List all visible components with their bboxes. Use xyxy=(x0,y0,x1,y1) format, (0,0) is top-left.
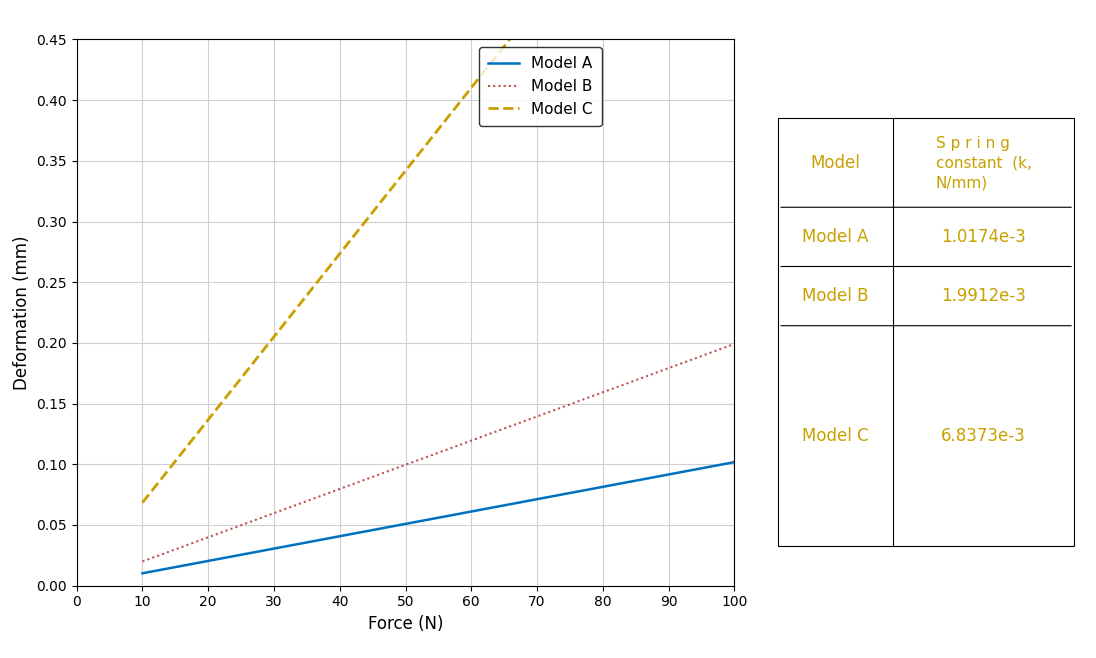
Model A xyxy=(267,545,281,553)
X-axis label: Force (N): Force (N) xyxy=(368,615,443,633)
Model C xyxy=(267,333,281,341)
Model A xyxy=(399,520,412,528)
Line: Model C: Model C xyxy=(142,0,734,503)
Model B xyxy=(662,364,675,372)
Model A xyxy=(662,470,675,478)
Text: Model B: Model B xyxy=(802,287,869,305)
Model B xyxy=(530,413,544,420)
Model A xyxy=(202,557,215,565)
Model B xyxy=(267,509,281,517)
Text: S p r i n g
constant  (k,
N/mm): S p r i n g constant (k, N/mm) xyxy=(936,136,1031,190)
Model A xyxy=(136,569,149,577)
Model B xyxy=(465,437,478,445)
Model B xyxy=(596,388,609,396)
Model B xyxy=(728,340,741,348)
Model B xyxy=(333,485,346,493)
Text: 1.0174e-3: 1.0174e-3 xyxy=(941,228,1026,246)
Model A xyxy=(596,483,609,491)
Text: 1.9912e-3: 1.9912e-3 xyxy=(941,287,1026,305)
Y-axis label: Deformation (mm): Deformation (mm) xyxy=(13,236,31,390)
Line: Model B: Model B xyxy=(142,344,734,561)
Model A xyxy=(333,532,346,540)
Legend: Model A, Model B, Model C: Model A, Model B, Model C xyxy=(479,47,602,126)
Line: Model A: Model A xyxy=(142,462,734,573)
Model A xyxy=(728,458,741,466)
Model C xyxy=(136,499,149,507)
Text: 6.8373e-3: 6.8373e-3 xyxy=(941,427,1026,445)
Text: Model: Model xyxy=(811,154,860,172)
Model C xyxy=(465,84,478,91)
Model C xyxy=(530,1,544,9)
Model B xyxy=(399,461,412,468)
Model A xyxy=(465,507,478,515)
Text: Model C: Model C xyxy=(802,427,869,445)
Model A xyxy=(530,495,544,503)
Model B xyxy=(202,534,215,542)
Text: Model A: Model A xyxy=(802,228,869,246)
Model C xyxy=(399,166,412,174)
Model B xyxy=(136,557,149,565)
Model C xyxy=(202,416,215,424)
Model C xyxy=(333,250,346,258)
